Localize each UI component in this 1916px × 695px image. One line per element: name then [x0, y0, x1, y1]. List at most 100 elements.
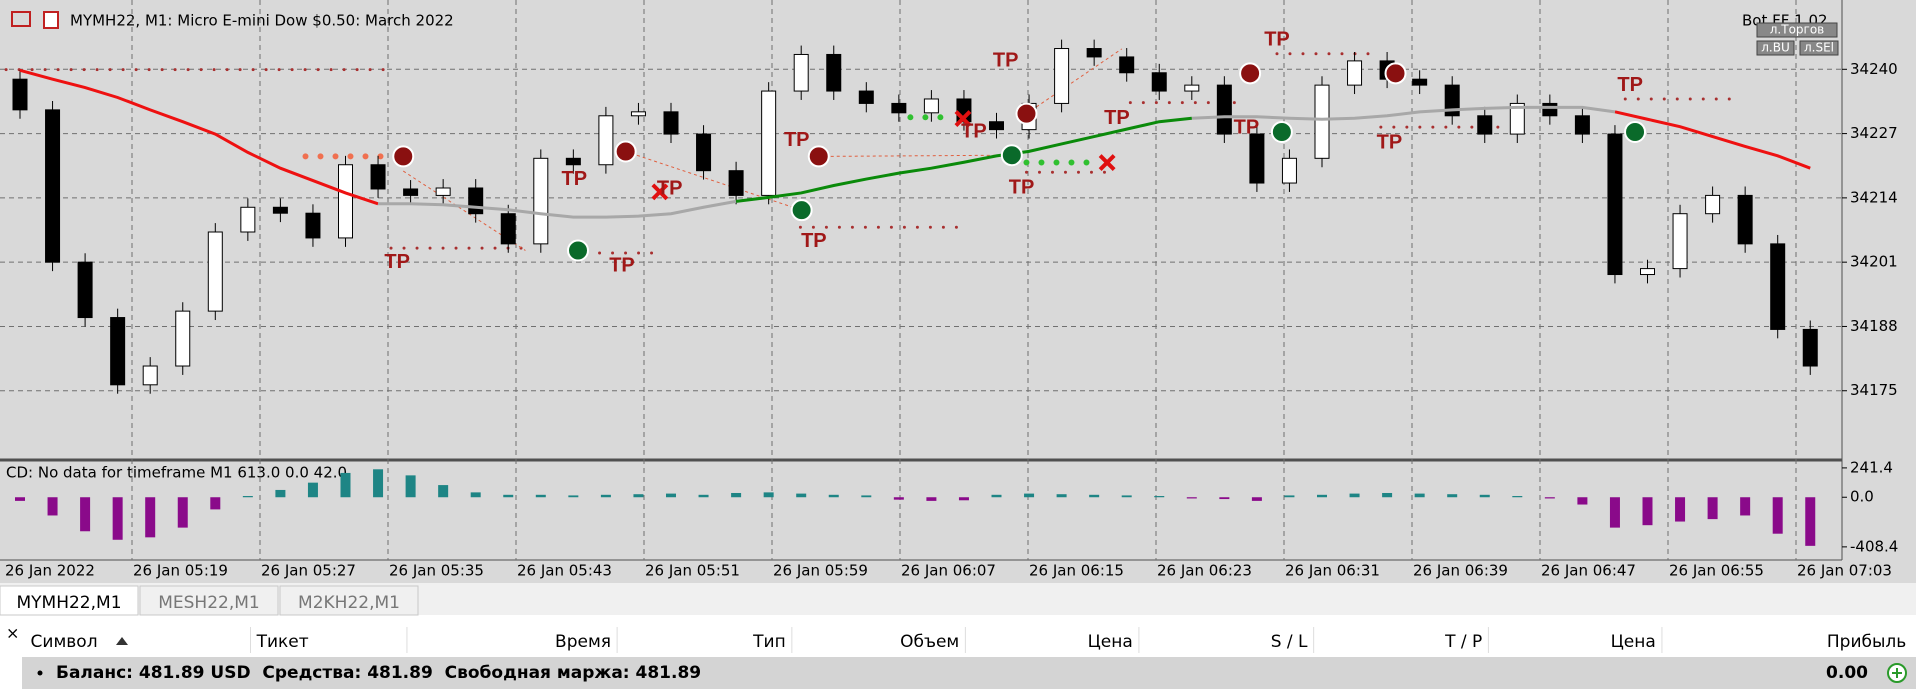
close-panel[interactable]: × — [6, 624, 19, 643]
histogram-bar — [568, 495, 579, 498]
column-header[interactable]: Цена — [1088, 632, 1133, 652]
histogram-bar — [210, 497, 221, 510]
candle-body — [793, 53, 809, 92]
candle-body — [1151, 72, 1167, 92]
histogram-bar — [666, 493, 676, 498]
time-label: 26 Jan 05:27 — [261, 562, 356, 580]
column-header[interactable]: Тип — [752, 632, 786, 652]
tab[interactable] — [279, 585, 419, 616]
histogram-bar — [1805, 497, 1816, 546]
histogram-bar — [991, 494, 1002, 498]
histogram-bar — [1382, 492, 1393, 498]
candle-body — [1347, 60, 1363, 86]
candle-body — [1770, 243, 1786, 330]
signal-icon — [790, 199, 813, 222]
signal-icon — [1239, 62, 1262, 85]
y-tick-label: 34201 — [1850, 253, 1898, 271]
histogram-bar — [1447, 494, 1458, 498]
close-mark — [651, 183, 669, 201]
candle-body — [1314, 84, 1330, 159]
chart-title: MYMH22, M1: Micro E-mini Dow $0.50: Marc… — [70, 12, 454, 30]
column-header[interactable]: Прибыль — [1827, 632, 1906, 652]
panel-button-label[interactable]: л.BU — [1761, 41, 1790, 55]
y-tick-label: 34227 — [1850, 124, 1898, 142]
histogram-bar — [47, 497, 58, 516]
time-label: 26 Jan 05:43 — [517, 562, 612, 580]
histogram-bar — [698, 494, 709, 498]
chart-icon[interactable] — [43, 11, 59, 29]
tab[interactable] — [0, 585, 139, 616]
histogram-bar — [763, 492, 774, 498]
histogram-bar — [535, 494, 546, 498]
signal-icon — [567, 239, 590, 262]
moving-average — [378, 199, 737, 219]
time-label: 26 Jan 06:15 — [1029, 562, 1124, 580]
tp-label: TP — [993, 49, 1019, 71]
candle-body — [175, 310, 191, 367]
histogram-bar — [926, 497, 937, 501]
time-label: 26 Jan 05:51 — [645, 562, 740, 580]
signal-icon — [1384, 62, 1407, 85]
candle-body — [1119, 56, 1135, 74]
histogram-bar — [633, 494, 644, 498]
tp-label: TP — [1264, 29, 1290, 51]
candle-body — [468, 187, 484, 215]
signal-icon — [1270, 120, 1293, 143]
column-header[interactable]: Символ — [31, 632, 98, 652]
panel-button-label[interactable]: л.SEl — [1804, 41, 1834, 55]
histogram-bar — [373, 469, 384, 498]
histogram-bar — [1317, 494, 1327, 498]
panel-button[interactable] — [1756, 22, 1838, 38]
tab-label[interactable]: MESH22,M1 — [158, 593, 260, 613]
panel-button-label[interactable]: л.Торгов — [1770, 23, 1825, 37]
histogram-bar — [1479, 494, 1490, 498]
histogram-bar — [1186, 497, 1197, 499]
link-line — [1026, 48, 1123, 115]
tab-label[interactable]: MYMH22,M1 — [16, 593, 121, 613]
histogram-bar — [861, 495, 872, 498]
candle-body — [1640, 268, 1655, 276]
candle-body — [989, 121, 1004, 131]
histogram-bar — [1577, 497, 1588, 505]
time-label: 26 Jan 05:35 — [389, 562, 484, 580]
column-header[interactable]: Тикет — [256, 632, 309, 652]
time-label: 26 Jan 06:55 — [1669, 562, 1764, 580]
time-label: 26 Jan 06:31 — [1285, 562, 1380, 580]
histogram-bar — [275, 489, 286, 498]
candle-body — [630, 111, 646, 117]
time-label: 26 Jan 05:19 — [133, 562, 228, 580]
candle-body — [338, 164, 353, 239]
panel-button[interactable] — [1799, 40, 1839, 56]
y-tick-label: 34175 — [1850, 381, 1898, 399]
histogram-bar — [1154, 496, 1165, 498]
histogram-bar — [1642, 497, 1653, 526]
y-tick-label: 34240 — [1850, 60, 1898, 78]
tp-label: TP — [1377, 131, 1403, 153]
histogram-bar — [1024, 493, 1035, 498]
histogram-bar — [600, 494, 611, 498]
histogram-bar — [1089, 494, 1100, 498]
candle-body — [1672, 213, 1688, 270]
signal-icon — [807, 145, 830, 168]
column-header[interactable]: Объем — [900, 632, 959, 652]
time-label: 26 Jan 06:39 — [1413, 562, 1508, 580]
y-tick-label: -408.4 — [1850, 537, 1898, 555]
histogram-bar — [796, 493, 807, 498]
candle-body — [891, 102, 907, 114]
signal-icon — [614, 140, 637, 163]
tab[interactable] — [139, 585, 279, 616]
column-header[interactable]: T / P — [1444, 632, 1482, 652]
link-line — [625, 151, 802, 211]
column-header[interactable]: Время — [555, 632, 611, 652]
tp-label: TP — [562, 168, 588, 190]
y-tick-label: 34214 — [1850, 188, 1898, 206]
menu-icon[interactable] — [11, 11, 31, 27]
close-mark — [1098, 154, 1116, 171]
tp-label: TP — [801, 230, 827, 252]
candle-body — [565, 157, 581, 166]
column-header[interactable]: S / L — [1271, 632, 1308, 652]
tab-label[interactable]: M2KH22,M1 — [298, 593, 400, 613]
column-header[interactable]: Цена — [1611, 632, 1656, 652]
panel-button[interactable] — [1756, 40, 1795, 56]
